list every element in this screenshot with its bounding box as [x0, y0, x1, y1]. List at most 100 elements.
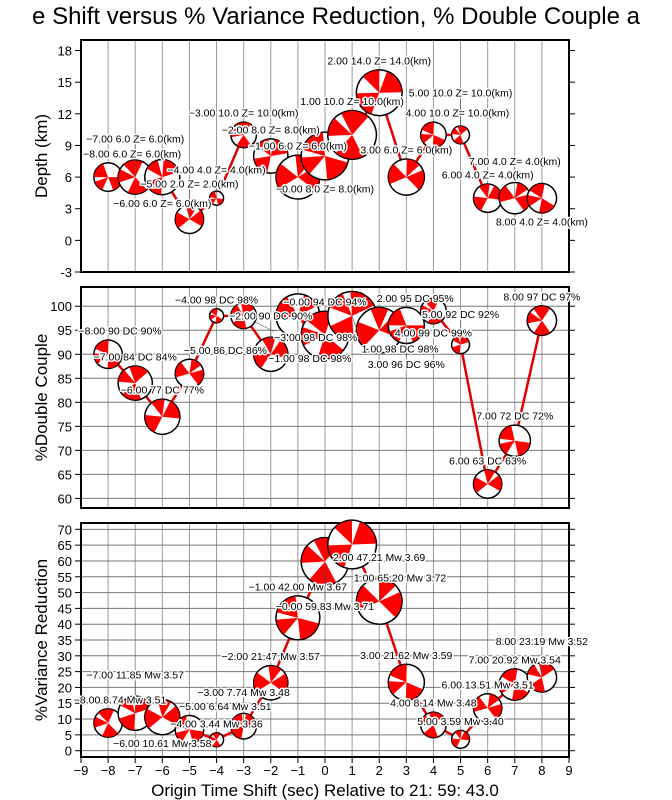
data-label: −8.00 6.0 Z= 6.0(km)	[83, 148, 181, 160]
y-tick-label: 85	[58, 371, 72, 386]
beachball-compression	[185, 205, 197, 220]
beachball-compression	[95, 340, 121, 369]
beachball-compression	[122, 366, 148, 400]
beachball-marker	[117, 365, 154, 401]
y-tick-label: 70	[58, 443, 72, 458]
data-label: 3.00 96 DC 96%	[368, 359, 445, 371]
beachball-compression	[231, 713, 256, 739]
beachball-compression	[406, 159, 420, 178]
data-label: −6.00 6.0 Z= 6.0(km)	[113, 198, 211, 210]
y-tick-label: 15	[58, 696, 72, 711]
beachball-marker	[419, 297, 447, 325]
beachball-marker	[387, 158, 426, 196]
beachball-compression	[123, 160, 147, 194]
beachball-marker	[230, 121, 258, 149]
y-tick-label: 0	[65, 233, 72, 248]
beachball-marker	[327, 519, 378, 570]
beachball-compression	[301, 156, 325, 174]
y-tick-label: 10	[58, 712, 72, 727]
beachball-compression	[120, 697, 136, 714]
y-tick-label: 35	[58, 633, 72, 648]
beachball-marker	[144, 698, 181, 736]
x-tick-label: 2	[376, 763, 383, 778]
beachball-marker	[472, 693, 503, 723]
data-label: −3.00 7.74 Mw 3.48	[197, 687, 290, 699]
beachball-compression	[276, 617, 298, 635]
y-tick-label: 0	[65, 744, 72, 759]
data-label: −7.00 11.85 Mw 3.57	[86, 670, 184, 682]
y-axis-label: Depth (km)	[32, 114, 51, 198]
beachball-compression	[452, 336, 461, 345]
y-tick-label: 40	[58, 617, 72, 632]
beachball-marker	[419, 121, 447, 149]
data-label: −8.00 8.74 Mw 3.51	[74, 694, 167, 706]
beachball-compression	[268, 666, 282, 683]
beachball-compression	[94, 716, 109, 728]
plot-frame	[80, 39, 570, 273]
beachball-compression	[209, 735, 217, 742]
x-tick-label: −2	[263, 763, 278, 778]
data-label: 8.00 4.0 Z= 4.0(km)	[496, 216, 588, 228]
beachball-compression	[424, 298, 442, 324]
beachball-compression	[301, 327, 325, 346]
y-tick-label: 12	[58, 107, 72, 122]
markers	[93, 290, 558, 499]
beachball-compression	[499, 440, 515, 454]
beachball-compression	[119, 696, 152, 730]
beachball-marker	[526, 182, 558, 214]
data-label: 4.00 8.14 Mw 3.48	[390, 698, 477, 710]
beachball-compression	[389, 325, 407, 342]
beachball-compression	[499, 681, 515, 694]
beachball-compression	[424, 712, 443, 738]
beachball-compression	[527, 195, 542, 207]
data-label: 1.00 65.20 Mw 3.72	[354, 572, 446, 584]
data-label: −1.00 98 DC 98%	[268, 353, 351, 365]
beachball-compression	[94, 177, 109, 190]
markers	[93, 69, 558, 235]
y-tick-label: 65	[58, 538, 72, 553]
beachball-compression	[98, 709, 118, 737]
beachball-compression	[473, 185, 502, 211]
data-label: 1.00 10.0 Z= 10.0(km)	[300, 96, 404, 108]
data-label: −2.00 8.0 Z= 8.0(km)	[222, 124, 320, 136]
beachball-compression	[301, 545, 325, 563]
beachball-compression	[118, 370, 136, 384]
beachball-compression	[297, 295, 317, 316]
beachball-marker	[144, 398, 181, 436]
beachball-compression	[189, 359, 201, 374]
beachball-marker	[450, 729, 471, 749]
data-label: 7.00 72 DC 72%	[476, 411, 553, 423]
beachball-marker	[208, 308, 225, 324]
beachball-compression	[262, 337, 276, 355]
beachball-compression	[175, 210, 204, 229]
data-label: −4.00 3.44 Mw 3.36	[170, 718, 263, 730]
data-label: 5.00 10.0 Z= 10.0(km)	[409, 87, 513, 99]
beachball-compression	[145, 706, 180, 729]
y-tick-label: -3	[60, 265, 72, 280]
beachball-compression	[455, 730, 462, 740]
beachball-compression	[514, 183, 528, 199]
beachball-compression	[94, 164, 123, 191]
data-label: 7.00 4.0 Z= 4.0(km)	[469, 156, 561, 168]
x-tick-label: −6	[155, 763, 170, 778]
beachball-compression	[94, 353, 109, 364]
beachball-compression	[420, 305, 434, 315]
beachball-compression	[330, 292, 374, 340]
data-labels: −8.00 6.0 Z= 6.0(km) −7.00 6.0 Z= 6.0(km)…	[82, 54, 590, 230]
y-tick-label: 20	[58, 680, 72, 695]
y-tick-label: 50	[58, 586, 72, 601]
data-label: 5.00 3.59 Mw 3.40	[417, 716, 504, 728]
x-tick-label: 9	[565, 763, 572, 778]
beachball-compression	[484, 470, 495, 484]
x-tick-label: 4	[430, 763, 437, 778]
data-label: 2.00 95 DC 95%	[377, 293, 454, 305]
beachball-marker	[355, 69, 403, 117]
data-label: −5.00 86 DC 86%	[184, 345, 267, 357]
label-leader-line	[351, 315, 362, 344]
data-labels: −8.00 90 DC 90% −7.00 84 DC 84% −6.00 77 D…	[77, 290, 582, 469]
y-tick-label: 100	[50, 299, 72, 314]
y-tick-label: 60	[58, 554, 72, 569]
beachball-compression	[175, 729, 190, 742]
beachball-compression	[527, 665, 542, 678]
beachball-compression	[370, 307, 389, 331]
